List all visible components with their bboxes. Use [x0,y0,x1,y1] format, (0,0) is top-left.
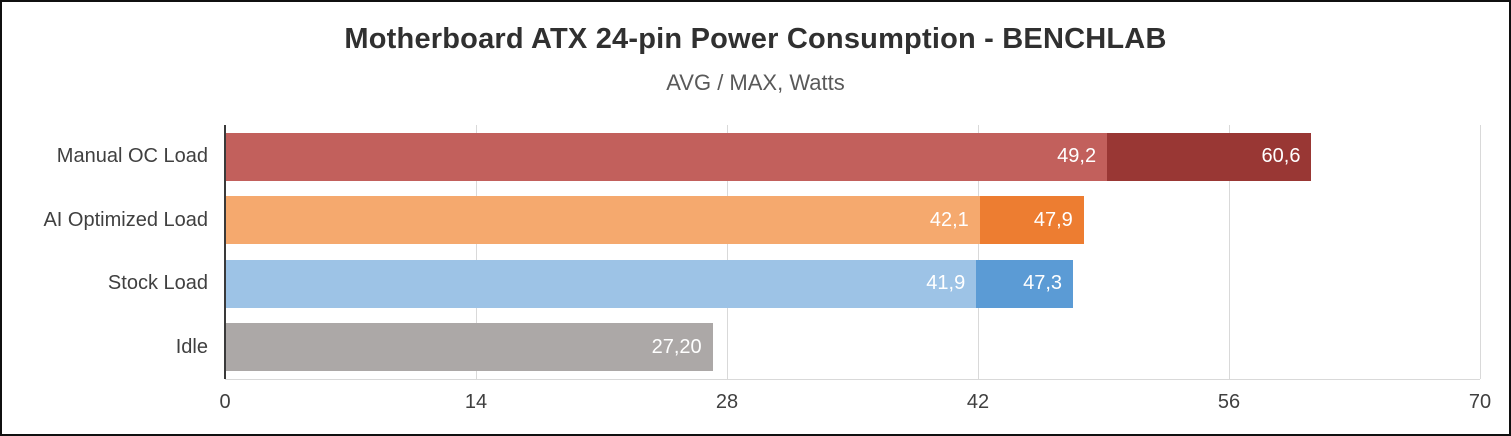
gridline [1480,125,1481,379]
value-label: 42,1 [929,208,969,231]
category-label: Idle [175,335,208,358]
bar: 42,1 47,9 [225,196,1480,245]
category-label: Stock Load [107,272,208,295]
value-label: 41,9 [926,272,966,295]
x-tick-label: 70 [1468,391,1492,413]
bar: 41,9 47,3 [225,259,1480,308]
gridlines [224,125,1481,379]
gridline [476,125,477,379]
bar-segment-avg: 42,1 [225,196,980,245]
bar: 27,20 [225,323,1480,372]
gridline [1229,125,1230,379]
x-tick-label: 42 [966,391,990,413]
value-label: 49,2 [1057,145,1097,168]
bar: 49,2 60,6 [225,132,1480,181]
y-axis-line [224,125,226,379]
chart-subtitle: AVG / MAX, Watts [666,70,845,95]
bar-row: Idle 27,20 [176,316,1480,380]
bar-segment-avg: 49,2 [225,132,1108,181]
category-label: AI Optimized Load [43,208,208,231]
plot-area: Manual OC Load 49,2 60,6 AI Optimized Load 4… [43,125,1481,380]
x-axis-tick-labels: 0 14 28 42 56 70 [219,391,1491,421]
bar-rows: Manual OC Load 49,2 60,6 AI Optimized Load 4… [43,125,1480,380]
x-tick-label: 56 [1217,391,1241,413]
value-label: 47,9 [1033,208,1073,231]
gridline [727,125,728,379]
value-label: 60,6 [1261,145,1301,168]
x-tick-label: 28 [715,391,739,413]
bar-segment-max: 47,3 [976,259,1074,308]
value-label: 47,3 [1023,272,1063,295]
bar-row: Manual OC Load 49,2 60,6 [57,125,1480,189]
x-tick-label: 0 [219,391,231,413]
category-label: Manual OC Load [56,145,208,168]
value-label: 27,20 [651,335,702,358]
bar-segment-avg: 27,20 [225,323,713,372]
bar-segment-avg: 41,9 [225,259,977,308]
bar-row: AI Optimized Load 42,1 47,9 [43,189,1480,253]
bar-row: Stock Load 41,9 47,3 [108,252,1480,316]
bar-segment-max: 47,9 [979,196,1084,245]
bar-segment-max: 60,6 [1107,132,1312,181]
gridline [978,125,979,379]
chart-title: Motherboard ATX 24-pin Power Consumption… [344,23,1167,55]
x-tick-label: 14 [464,391,488,413]
